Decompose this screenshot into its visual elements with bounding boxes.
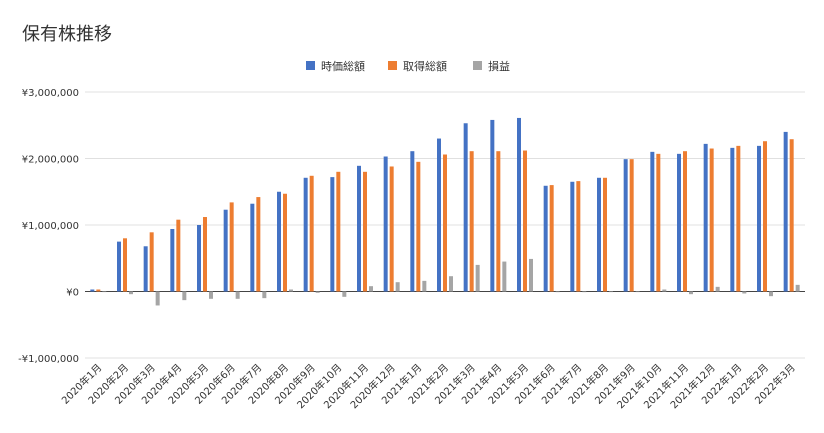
bar-acquisition-cost xyxy=(309,175,314,292)
bar-profit-loss xyxy=(209,291,213,299)
bar-profit-loss xyxy=(742,291,747,294)
bar-profit-loss xyxy=(795,284,800,292)
bar-profit-loss xyxy=(182,291,187,301)
bar-market-value xyxy=(117,241,121,292)
bar-profit-loss xyxy=(475,264,480,292)
bar-acquisition-cost xyxy=(96,289,101,292)
bar-acquisition-cost xyxy=(629,159,634,292)
bar-market-value xyxy=(170,228,175,292)
bar-acquisition-cost xyxy=(496,151,501,292)
bar-profit-loss xyxy=(289,289,293,292)
y-axis-ticks: -¥1,000,000 ¥0 ¥1,000,000 ¥2,000,000 ¥3,000,… xyxy=(18,88,79,365)
bar-profit-loss xyxy=(662,289,667,292)
bar-profit-loss xyxy=(449,276,453,292)
bar-acquisition-cost xyxy=(576,181,581,292)
bar-market-value xyxy=(623,159,628,292)
legend-swatch xyxy=(473,61,482,70)
bar-market-value xyxy=(570,181,575,292)
bar-market-value xyxy=(677,153,681,292)
bar-market-value xyxy=(543,185,548,292)
bar-market-value xyxy=(437,138,441,292)
bar-acquisition-cost xyxy=(176,219,181,292)
bar-acquisition-cost xyxy=(736,145,741,292)
bar-profit-loss xyxy=(609,291,613,293)
bar-profit-loss xyxy=(422,280,427,292)
bar-acquisition-cost xyxy=(683,151,687,292)
bar-acquisition-cost xyxy=(363,171,367,292)
y-tick-label: ¥3,000,000 xyxy=(22,88,79,99)
y-tick-label: ¥1,000,000 xyxy=(22,221,79,232)
bar-acquisition-cost xyxy=(549,185,554,292)
bar-acquisition-cost xyxy=(789,139,794,292)
bar-profit-loss xyxy=(342,291,347,297)
bar-acquisition-cost xyxy=(389,166,394,292)
bar-market-value xyxy=(410,151,415,292)
y-tick-label: ¥2,000,000 xyxy=(22,155,79,166)
bar-profit-loss xyxy=(369,286,373,292)
bar-acquisition-cost xyxy=(656,153,661,292)
bar-acquisition-cost xyxy=(763,141,767,292)
bar-market-value xyxy=(650,151,655,292)
bar-acquisition-cost xyxy=(443,154,447,292)
bar-market-value xyxy=(730,147,735,292)
bar-market-value xyxy=(143,246,148,292)
bar-acquisition-cost xyxy=(523,150,527,292)
bar-acquisition-cost xyxy=(416,161,421,292)
bar-market-value xyxy=(197,225,201,292)
bar-profit-loss xyxy=(689,291,693,295)
bar-market-value xyxy=(303,177,308,292)
bar-market-value xyxy=(517,117,521,292)
bar-market-value xyxy=(383,156,388,292)
bar-profit-loss xyxy=(582,291,587,293)
legend-label: 損益 xyxy=(488,59,510,73)
bar-acquisition-cost xyxy=(256,197,261,292)
bar-profit-loss xyxy=(715,286,720,292)
bars xyxy=(90,117,800,306)
bar-acquisition-cost xyxy=(203,217,207,292)
bar-market-value xyxy=(490,119,495,292)
bar-market-value xyxy=(757,145,761,292)
bar-profit-loss xyxy=(102,291,107,293)
bar-acquisition-cost xyxy=(336,171,341,292)
legend-swatch xyxy=(306,61,315,70)
bar-acquisition-cost xyxy=(123,238,127,292)
bar-market-value xyxy=(357,165,361,292)
chart-title: 保有株推移 xyxy=(22,24,112,45)
bar-profit-loss xyxy=(315,291,320,293)
bar-profit-loss xyxy=(155,291,160,306)
bar-market-value xyxy=(597,177,601,292)
legend-swatch xyxy=(388,61,397,70)
bar-market-value xyxy=(783,131,788,292)
x-axis-ticks: 2020年1月2020年2月2020年3月2020年4月2020年5月2020年… xyxy=(59,361,798,411)
bar-market-value xyxy=(250,203,255,292)
bar-profit-loss xyxy=(235,291,240,299)
bar-profit-loss xyxy=(769,291,773,297)
bar-acquisition-cost xyxy=(149,232,154,292)
bar-profit-loss xyxy=(129,291,133,295)
bar-profit-loss xyxy=(502,261,507,292)
bar-profit-loss xyxy=(262,291,267,299)
bar-profit-loss xyxy=(635,291,640,293)
bar-acquisition-cost xyxy=(469,151,474,292)
bar-profit-loss xyxy=(555,291,560,293)
bar-acquisition-cost xyxy=(603,177,607,292)
bar-market-value xyxy=(90,289,95,292)
y-tick-label: ¥0 xyxy=(66,288,79,299)
bar-market-value xyxy=(330,177,335,292)
legend-label: 時価総額 xyxy=(321,59,365,73)
bar-profit-loss xyxy=(395,282,400,292)
legend-label: 取得総額 xyxy=(403,59,447,73)
bar-market-value xyxy=(277,191,281,292)
bar-acquisition-cost xyxy=(709,148,714,292)
bar-market-value xyxy=(463,123,468,292)
bar-profit-loss xyxy=(529,258,533,292)
bar-acquisition-cost xyxy=(283,193,287,292)
bar-market-value xyxy=(703,143,708,292)
legend: 時価総額 取得総額 損益 xyxy=(306,59,510,73)
bar-market-value xyxy=(223,209,228,292)
bar-acquisition-cost xyxy=(229,202,234,292)
y-tick-label: -¥1,000,000 xyxy=(18,354,79,365)
